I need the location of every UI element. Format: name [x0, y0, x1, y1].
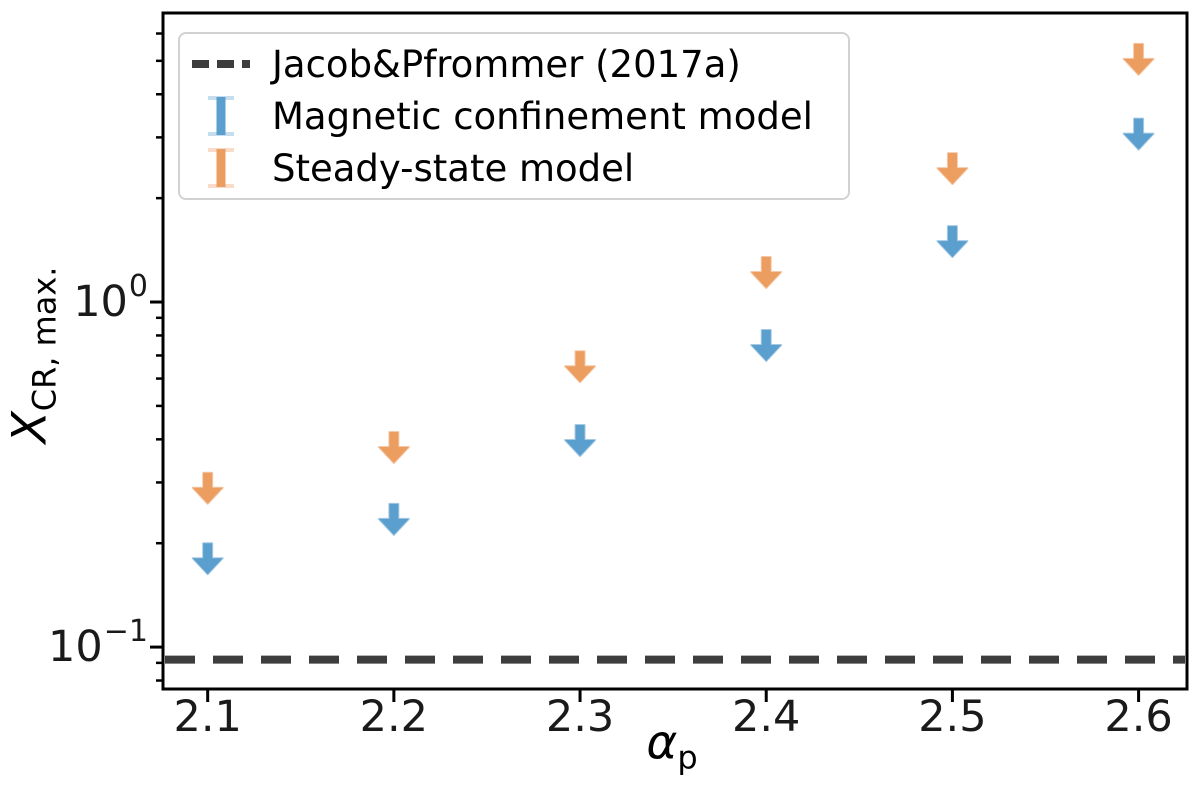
axes-spines: [161, 11, 1189, 691]
x-axis-subscript: p: [677, 738, 698, 777]
legend-item-steady-state-model: Steady-state model: [180, 142, 848, 194]
upper-limit-arrow-magnetic-confinement-model: [564, 424, 597, 458]
y-axis-subscript: CR, max.: [25, 266, 64, 412]
legend-item-magnetic-confinement-model: Magnetic confinement model: [180, 90, 848, 142]
y-tick-label: 10 −1: [48, 614, 148, 672]
upper-limit-arrow-steady-state-model: [750, 256, 783, 290]
x-axis-symbol: α: [646, 715, 678, 771]
legend: Jacob&Pfrommer (2017a) Magnetic confinem…: [178, 32, 850, 200]
upper-limit-arrow-steady-state-model: [564, 350, 597, 384]
x-tick-label: 2.4: [732, 692, 801, 742]
upper-limit-arrow-steady-state-model: [1122, 42, 1155, 76]
x-axis-label: αp: [646, 715, 697, 776]
upper-limit-arrow-steady-state-model: [191, 471, 224, 505]
x-tick-label: 2.3: [545, 692, 615, 742]
upper-limit-arrow-steady-state-model: [377, 431, 410, 465]
legend-item-reference-line: Jacob&Pfrommer (2017a): [180, 38, 848, 90]
legend-label: Steady-state model: [272, 146, 635, 190]
upper-limit-arrow-magnetic-confinement-model: [377, 502, 410, 536]
x-tick-label: 2.1: [173, 692, 242, 742]
upper-limit-arrow-magnetic-confinement-model: [1122, 117, 1155, 151]
x-tick-label: 2.6: [1104, 692, 1173, 742]
y-tick-label: 10 0: [73, 269, 148, 327]
upper-limit-arrow-magnetic-confinement-model: [191, 542, 224, 576]
upper-limit-arrow-magnetic-confinement-model: [750, 328, 783, 362]
upper-limit-arrow-steady-state-model: [936, 152, 969, 186]
errorbar-sample-orange: [190, 145, 252, 191]
legend-label: Magnetic confinement model: [272, 94, 813, 138]
upper-limit-arrow-magnetic-confinement-model: [936, 225, 969, 259]
x-tick-label: 2.5: [918, 692, 987, 742]
dashed-line-sample: [190, 41, 252, 87]
legend-label: Jacob&Pfrommer (2017a): [272, 42, 741, 86]
y-axis-label: XCR, max.: [2, 267, 63, 444]
y-axis-symbol: X: [2, 411, 58, 444]
errorbar-sample-blue: [190, 93, 252, 139]
x-tick-label: 2.2: [359, 692, 429, 742]
